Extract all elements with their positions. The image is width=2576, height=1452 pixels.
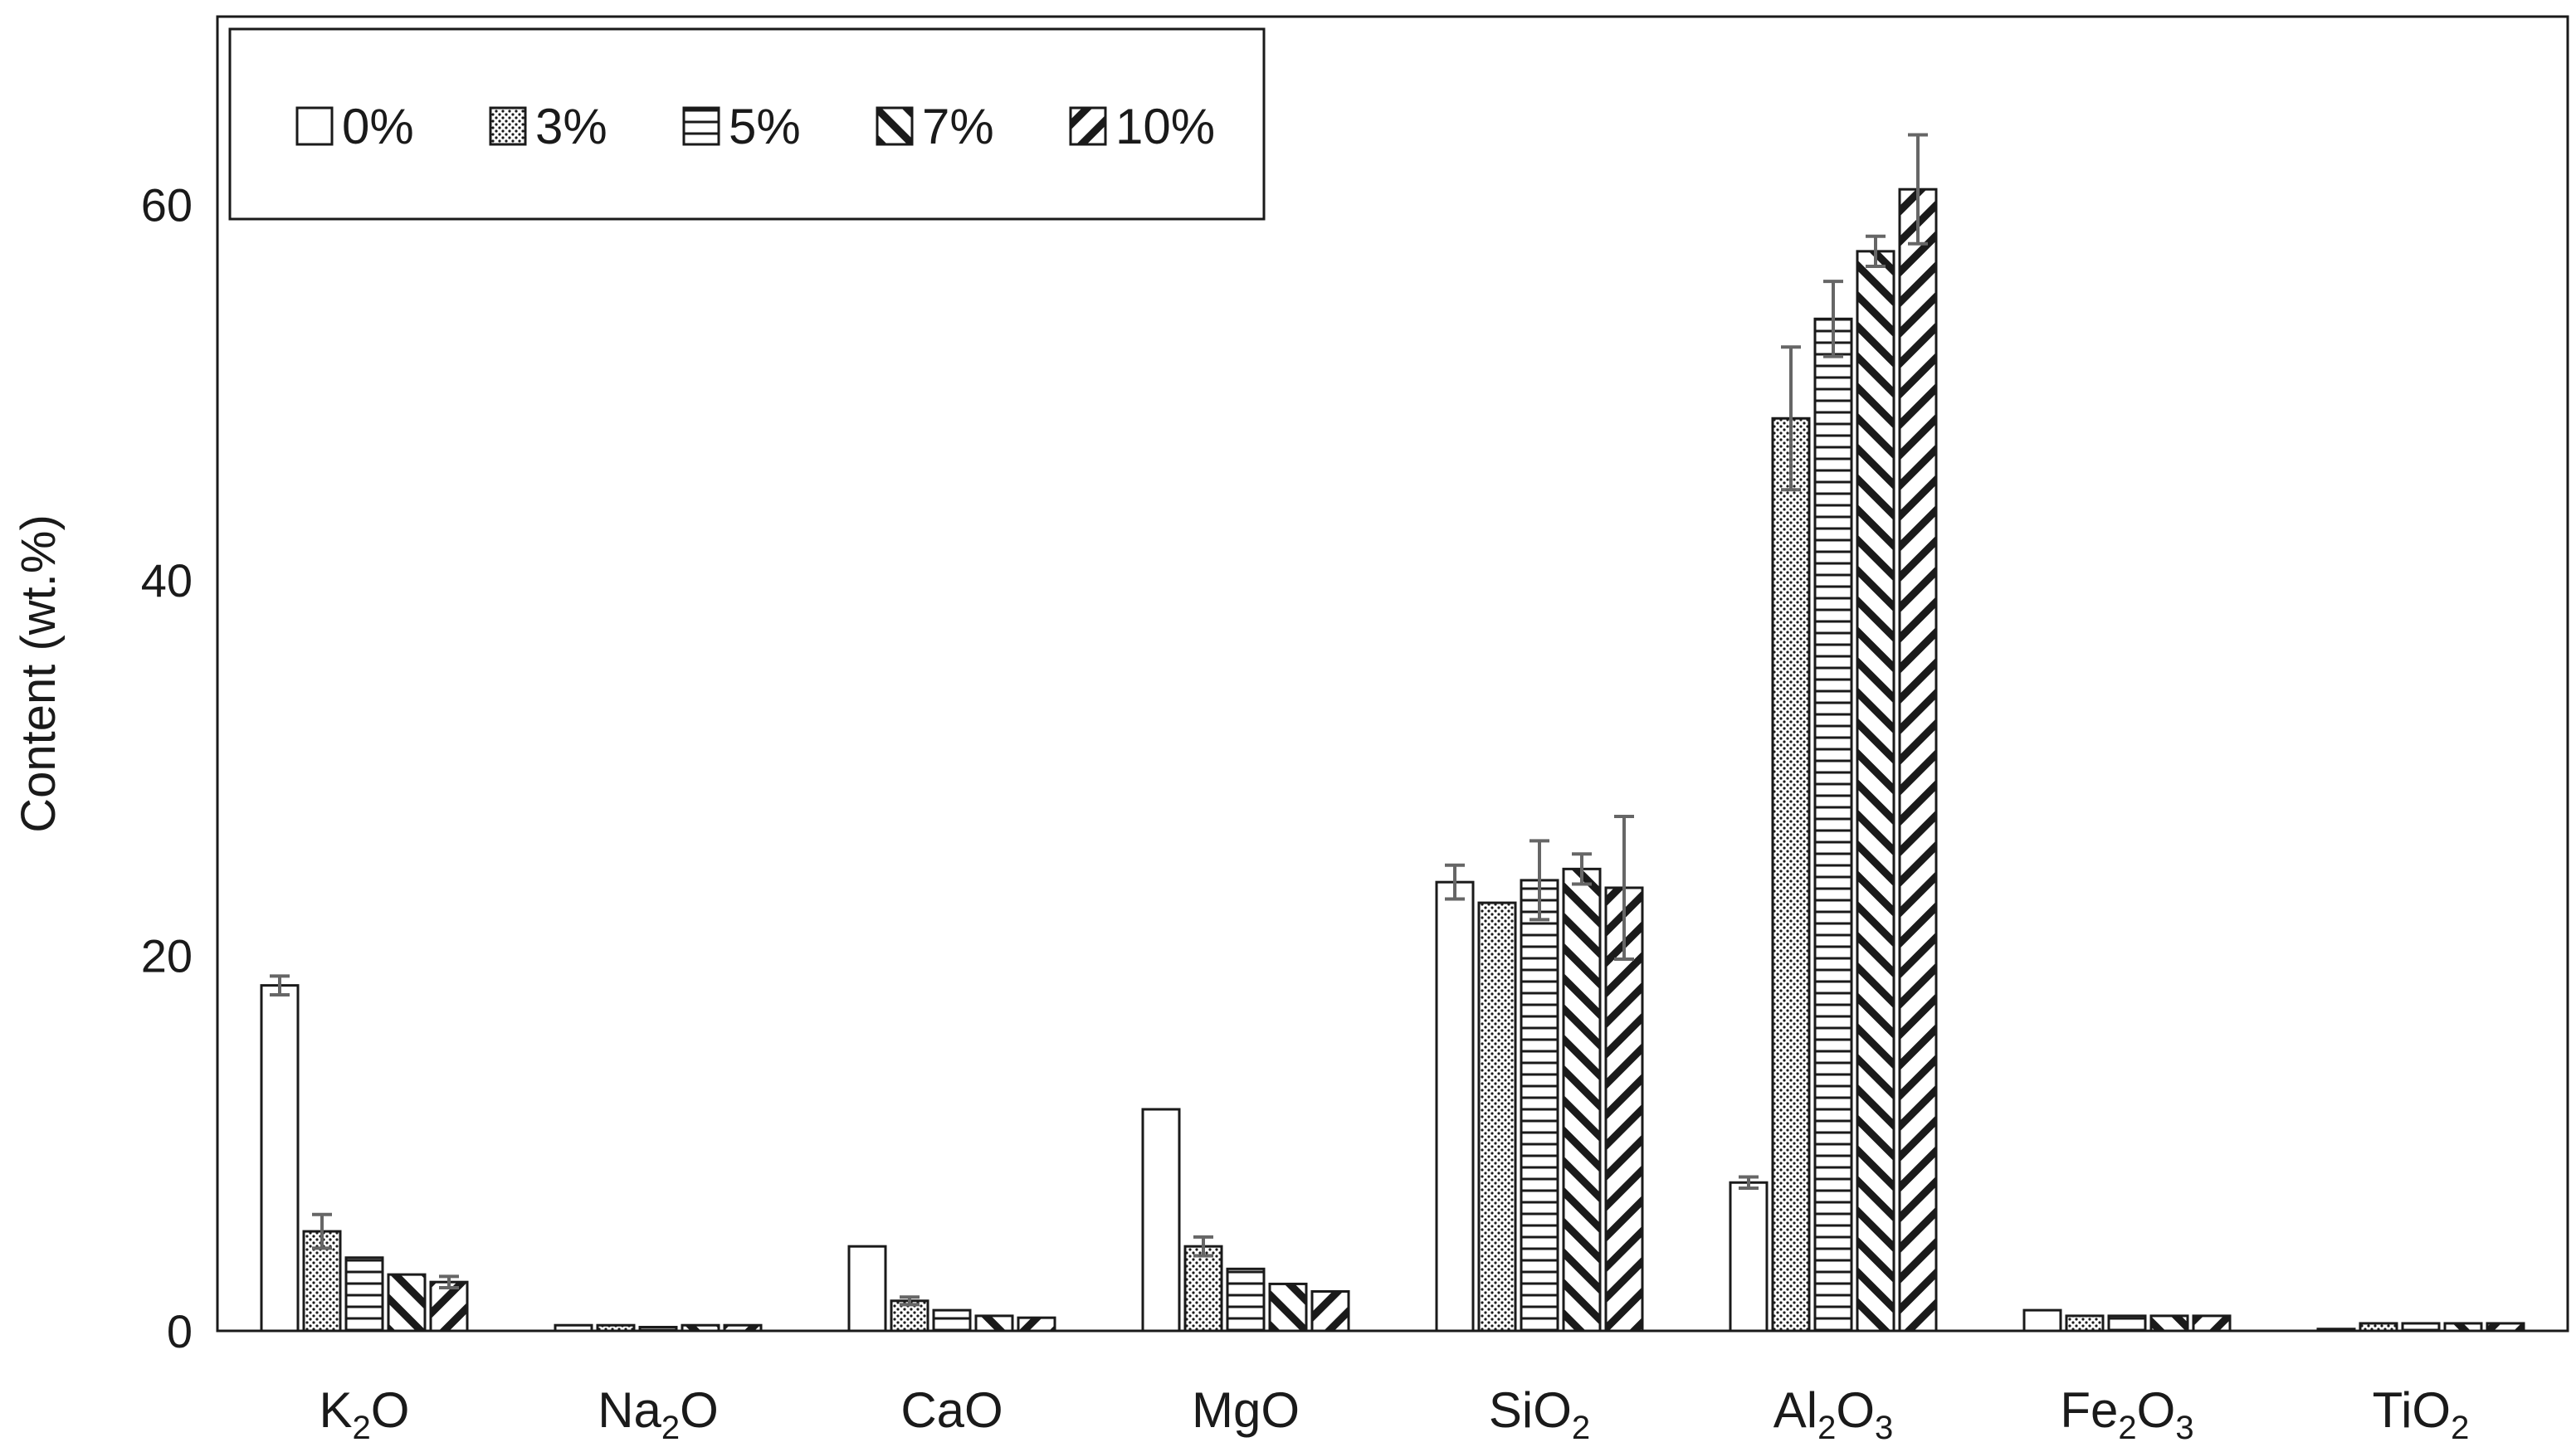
bar: [1813, 317, 1853, 1333]
x-tick-label: TiO2: [2373, 1382, 2470, 1446]
bar: [1562, 867, 1602, 1333]
bar: [2107, 1314, 2147, 1333]
x-tick-label: CaO: [900, 1382, 1003, 1438]
legend-item: 0%: [295, 99, 414, 154]
bar: [2401, 1322, 2441, 1333]
legend-item: 3%: [489, 99, 607, 154]
legend-label: 7%: [922, 99, 994, 154]
bar: [596, 1323, 636, 1333]
bar: [681, 1323, 720, 1333]
x-tick-label: MgO: [1192, 1382, 1300, 1438]
legend-swatch: [682, 106, 720, 146]
bar: [1435, 880, 1475, 1333]
bars: [260, 133, 2525, 1333]
bar: [2316, 1328, 2356, 1333]
bar: [1226, 1267, 1266, 1333]
bar: [1017, 1316, 1056, 1333]
legend: 0% 3% 5% 7% 10%: [228, 27, 1266, 221]
legend-swatch: [489, 106, 527, 146]
y-axis-ticks: 0 20 40 60: [141, 178, 193, 1357]
bar: [1477, 901, 1517, 1333]
bar: [1771, 417, 1811, 1333]
error-bar: [1739, 1175, 1759, 1191]
error-bar: [900, 1295, 920, 1307]
x-tick-label: Al2O3: [1773, 1382, 1894, 1446]
error-bar: [1823, 280, 1843, 358]
error-bar: [439, 1274, 459, 1289]
bar: [1898, 188, 1938, 1333]
y-axis-title: Content (wt.%): [12, 514, 66, 833]
plot-frame: [216, 15, 2569, 1333]
legend-label: 3%: [535, 99, 607, 154]
bar: [723, 1323, 763, 1333]
bar: [1183, 1245, 1223, 1333]
bar: [260, 984, 300, 1333]
y-tick-label: 20: [141, 929, 193, 982]
bar: [554, 1323, 593, 1333]
legend-label: 5%: [729, 99, 801, 154]
bar: [344, 1256, 384, 1333]
error-bar: [312, 1212, 332, 1250]
x-tick-label: SiO2: [1489, 1382, 1590, 1446]
legend-swatch: [1069, 106, 1107, 146]
x-tick-label: Na2O: [598, 1382, 719, 1446]
error-bar: [270, 974, 290, 996]
error-bar: [1908, 133, 1928, 246]
legend-item: 7%: [876, 99, 994, 154]
error-bar: [1445, 863, 1465, 901]
bar: [2443, 1322, 2483, 1333]
bar: [1310, 1289, 1350, 1333]
legend-swatch: [876, 106, 914, 146]
x-axis-labels: K2O Na2O CaO MgO SiO2 Al2O3 Fe2O3 TiO2: [320, 1382, 2470, 1446]
bar: [2065, 1314, 2105, 1333]
error-bar: [1530, 839, 1549, 922]
bar: [638, 1325, 678, 1333]
bar: [2486, 1322, 2525, 1333]
bar: [2359, 1322, 2398, 1333]
legend-item: 5%: [682, 99, 801, 154]
legend-items: 0% 3% 5% 7% 10%: [295, 99, 1215, 154]
legend-item: 10%: [1069, 99, 1215, 154]
y-tick-label: 0: [167, 1305, 193, 1357]
bar: [387, 1273, 427, 1333]
error-bar: [1572, 852, 1592, 886]
bar: [2022, 1308, 2062, 1333]
y-tick-label: 60: [141, 178, 193, 231]
error-bar: [1614, 814, 1634, 961]
bar: [1604, 886, 1644, 1333]
bar: [1856, 250, 1895, 1333]
legend-swatch: [295, 106, 334, 146]
bar: [1729, 1181, 1769, 1333]
bar: [932, 1308, 972, 1333]
error-bar: [1866, 234, 1886, 268]
bar: [2192, 1314, 2232, 1333]
bar: [2149, 1314, 2189, 1333]
legend-label: 0%: [342, 99, 414, 154]
error-bar: [1193, 1235, 1213, 1258]
error-bar: [1781, 345, 1801, 492]
bar: [429, 1280, 469, 1333]
bar: [847, 1245, 887, 1333]
y-tick-label: 40: [141, 554, 193, 607]
x-tick-label: K2O: [320, 1382, 410, 1446]
bar: [974, 1314, 1014, 1333]
x-tick-label: Fe2O3: [2060, 1382, 2193, 1446]
bar: [1141, 1108, 1181, 1333]
legend-label: 10%: [1115, 99, 1215, 154]
bar: [1520, 879, 1559, 1333]
bar: [1268, 1282, 1308, 1333]
